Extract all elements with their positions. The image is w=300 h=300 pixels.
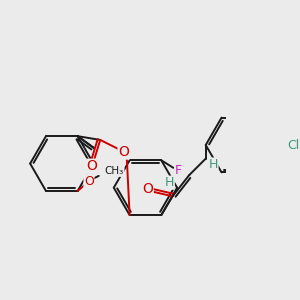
Text: CH₃: CH₃ — [105, 167, 124, 176]
Text: O: O — [84, 175, 94, 188]
Text: O: O — [86, 159, 98, 173]
Text: O: O — [118, 145, 129, 159]
Text: F: F — [175, 164, 182, 177]
Text: H: H — [165, 176, 174, 189]
Text: O: O — [142, 182, 153, 197]
Text: H: H — [208, 158, 218, 171]
Text: Cl: Cl — [287, 139, 299, 152]
